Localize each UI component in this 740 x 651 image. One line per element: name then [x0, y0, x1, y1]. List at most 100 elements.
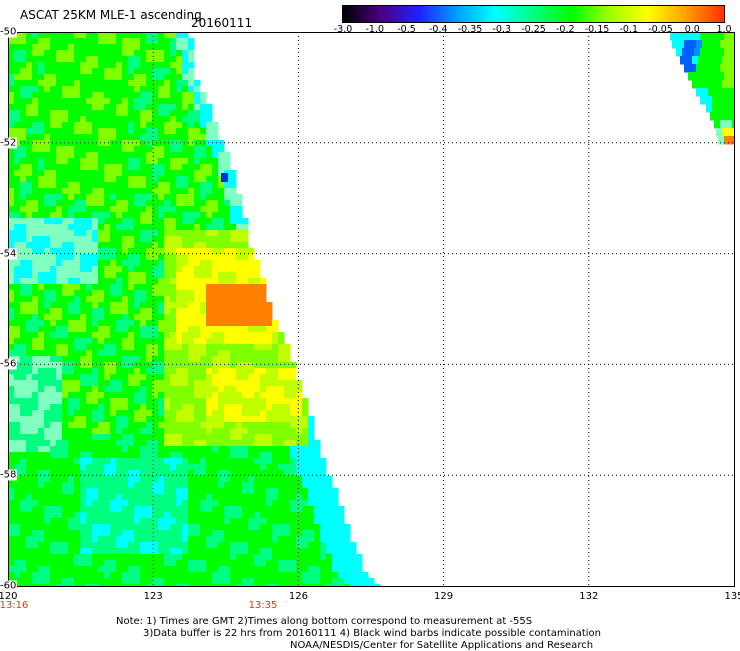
swath-cell [98, 464, 105, 471]
swath-cell [700, 96, 707, 105]
swath-cell [62, 524, 69, 531]
swath-cell [122, 386, 129, 393]
swath-cell [272, 320, 279, 327]
swath-cell [146, 524, 153, 531]
swath-cell [230, 404, 237, 411]
swath-cell [56, 86, 63, 93]
swath-cell [146, 176, 153, 183]
swath-cell [164, 464, 171, 471]
swath-cell [44, 122, 51, 129]
swath-cell [194, 98, 201, 105]
swath-cell [242, 440, 249, 447]
swath-cell [116, 500, 123, 507]
swath-cell [26, 578, 33, 585]
swath-cell [278, 458, 285, 465]
swath-cell [152, 284, 159, 291]
swath-cell [296, 512, 303, 519]
swath-cell [80, 92, 87, 99]
swath-cell [140, 206, 147, 213]
swath-cell [122, 374, 129, 381]
swath-cell [26, 320, 33, 327]
swath-cell [212, 320, 219, 327]
swath-cell [140, 542, 147, 549]
swath-cell [326, 584, 333, 587]
swath-cell [714, 120, 721, 129]
swath-cell [170, 308, 177, 315]
swath-cell [116, 368, 123, 375]
swath-cell [134, 254, 141, 261]
swath-cell [332, 584, 339, 587]
swath-cell [128, 578, 135, 585]
swath-cell [212, 260, 219, 267]
swath-cell [110, 230, 117, 237]
swath-cell [56, 536, 63, 543]
swath-cell [50, 326, 57, 333]
swath-cell [182, 56, 189, 63]
swath-cell [104, 518, 111, 525]
swath-cell [236, 542, 243, 549]
swath-cell [278, 356, 285, 363]
swath-cell [164, 524, 171, 531]
swath-cell [682, 48, 689, 57]
swath-cell [164, 578, 171, 585]
swath-cell [224, 254, 231, 261]
swath-cell [146, 452, 153, 459]
swath-cell [236, 380, 243, 387]
swath-cell [146, 410, 153, 417]
swath-cell [152, 446, 159, 453]
swath-cell [146, 350, 153, 357]
swath-cell [170, 494, 177, 501]
swath-cell [266, 452, 273, 459]
swath-cell [176, 314, 183, 321]
colorbar-label: -3.0 [333, 24, 353, 35]
swath-cell [116, 494, 123, 501]
swath-cell [134, 404, 141, 411]
swath-cell [242, 362, 249, 369]
swath-cell [26, 392, 33, 399]
swath-cell [86, 164, 93, 171]
swath-cell [200, 392, 207, 399]
swath-cell [170, 554, 177, 561]
swath-cell [134, 158, 141, 165]
swath-cell [104, 500, 111, 507]
swath-cell [176, 560, 183, 567]
swath-cell [170, 542, 177, 549]
swath-cell [212, 512, 219, 519]
swath-cell [260, 536, 267, 543]
swath-cell [194, 344, 201, 351]
swath-cell [104, 302, 111, 309]
swath-cell [128, 296, 135, 303]
swath-cell [206, 398, 213, 405]
swath-cell [44, 374, 51, 381]
swath-cell [164, 62, 171, 69]
swath-cell [26, 440, 33, 447]
swath-cell [56, 464, 63, 471]
swath-cell [26, 152, 33, 159]
swath-cell [98, 560, 105, 567]
swath-cell [218, 200, 225, 207]
swath-cell [164, 236, 171, 243]
swath-cell [44, 104, 51, 111]
swath-cell [38, 476, 45, 483]
swath-cell [116, 536, 123, 543]
swath-cell [50, 134, 57, 141]
swath-cell [284, 506, 291, 513]
swath-cell [104, 488, 111, 495]
swath-cell [44, 212, 51, 219]
swath-cell [152, 236, 159, 243]
swath-cell [314, 560, 321, 567]
swath-cell [68, 380, 75, 387]
swath-cell [170, 518, 177, 525]
swath-cell [242, 518, 249, 525]
swath-cell [170, 116, 177, 123]
swath-cell [290, 482, 297, 489]
swath-cell [236, 470, 243, 477]
swath-cell [272, 344, 279, 351]
swath-cell [14, 554, 21, 561]
swath-cell [104, 44, 111, 51]
swath-cell [110, 512, 117, 519]
swath-cell [296, 584, 303, 587]
swath-cell [212, 494, 219, 501]
swath-cell [50, 344, 57, 351]
swath-cell [278, 476, 285, 483]
